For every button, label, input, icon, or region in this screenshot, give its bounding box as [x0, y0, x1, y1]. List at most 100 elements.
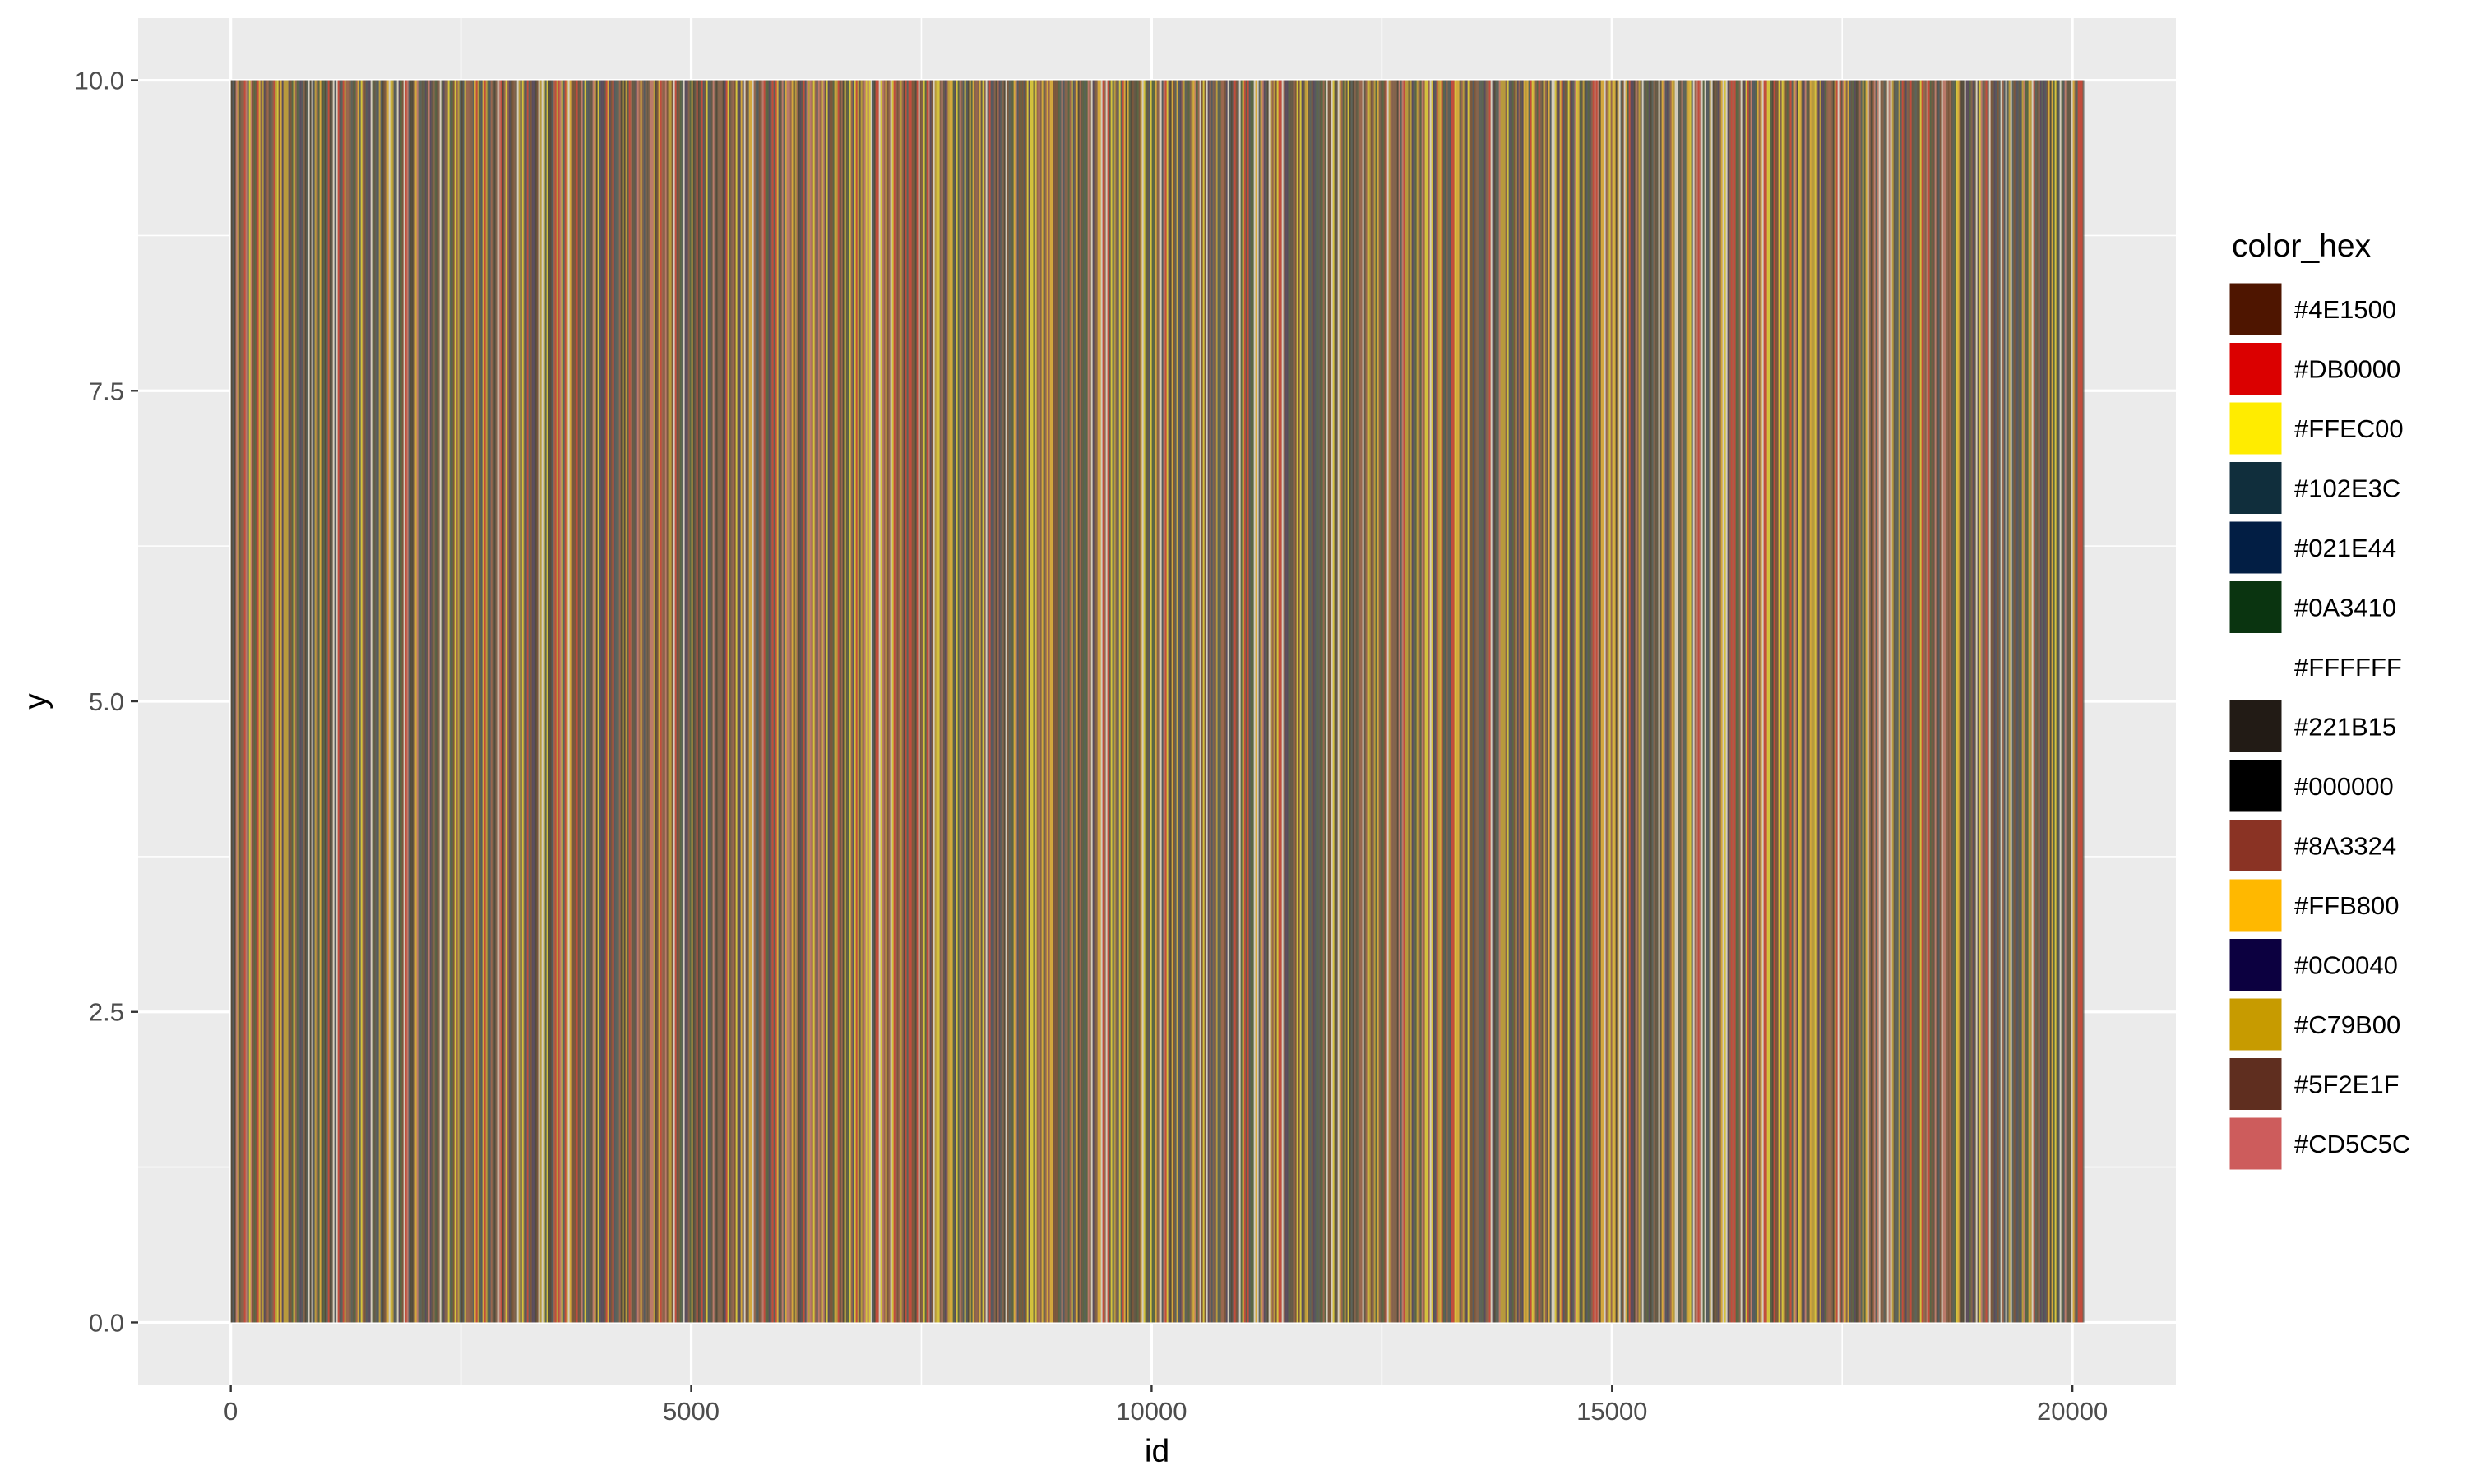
- bar: [1982, 80, 1984, 1323]
- bar: [882, 80, 884, 1323]
- bar: [1781, 80, 1784, 1323]
- bar: [1367, 80, 1369, 1323]
- bar: [1036, 80, 1039, 1323]
- bar: [1442, 80, 1445, 1323]
- bar: [910, 80, 912, 1323]
- bar: [2036, 80, 2039, 1323]
- bar: [2011, 80, 2014, 1323]
- bar: [1748, 80, 1751, 1323]
- bar: [1071, 80, 1073, 1323]
- bar: [1283, 80, 1285, 1323]
- bar: [936, 80, 938, 1323]
- bar: [712, 80, 715, 1323]
- bar: [673, 80, 675, 1323]
- bar: [579, 80, 581, 1323]
- bar: [1612, 80, 1614, 1323]
- bar: [1082, 80, 1085, 1323]
- bar: [1268, 80, 1271, 1323]
- bar: [977, 80, 979, 1323]
- bar: [768, 80, 771, 1323]
- bar: [724, 80, 726, 1323]
- bar: [262, 80, 264, 1323]
- bar: [1641, 80, 1644, 1323]
- bar: [1835, 80, 1838, 1323]
- bar: [1707, 80, 1710, 1323]
- bar: [1482, 80, 1484, 1323]
- bar: [312, 80, 315, 1323]
- bar: [1761, 80, 1764, 1323]
- bar: [1016, 80, 1019, 1323]
- bar: [2025, 80, 2027, 1323]
- bar: [1891, 80, 1894, 1323]
- bar: [998, 80, 1001, 1323]
- bar: [268, 80, 271, 1323]
- bar: [1161, 80, 1164, 1323]
- bar: [801, 80, 803, 1323]
- bar: [444, 80, 447, 1323]
- bar: [839, 80, 841, 1323]
- bar: [544, 80, 547, 1323]
- bar: [633, 80, 636, 1323]
- bar: [1436, 80, 1438, 1323]
- bar: [980, 80, 983, 1323]
- bar: [1041, 80, 1044, 1323]
- bar: [1771, 80, 1774, 1323]
- bar: [377, 80, 379, 1323]
- bar: [1015, 80, 1017, 1323]
- bar: [1201, 80, 1203, 1323]
- bar: [429, 80, 432, 1323]
- bar: [791, 80, 794, 1323]
- bar: [959, 80, 961, 1323]
- bar: [423, 80, 425, 1323]
- bar: [280, 80, 282, 1323]
- bar: [1332, 80, 1335, 1323]
- bar: [1219, 80, 1221, 1323]
- bar: [931, 80, 933, 1323]
- bar: [1757, 80, 1759, 1323]
- bar: [1284, 80, 1287, 1323]
- bar: [322, 80, 325, 1323]
- bar: [314, 80, 317, 1323]
- bar: [1702, 80, 1705, 1323]
- bar: [817, 80, 820, 1323]
- bar: [773, 80, 775, 1323]
- bar: [1632, 80, 1634, 1323]
- legend-items: #4E1500 #DB0000 #FFEC00 #102E3C #021E44 #0A34…: [2227, 280, 2410, 1172]
- bar: [1038, 80, 1040, 1323]
- bar: [1306, 80, 1308, 1323]
- bar: [1549, 80, 1552, 1323]
- bar: [778, 80, 780, 1323]
- bar: [766, 80, 769, 1323]
- bar: [232, 80, 234, 1323]
- bar: [1465, 80, 1468, 1323]
- bar: [235, 80, 238, 1323]
- bar: [1419, 80, 1422, 1323]
- bar: [436, 80, 438, 1323]
- legend-label: #000000: [2294, 772, 2394, 801]
- bar: [1260, 80, 1262, 1323]
- bar: [253, 80, 256, 1323]
- bar: [780, 80, 782, 1323]
- bar: [1867, 80, 1869, 1323]
- bar: [1648, 80, 1650, 1323]
- bar: [1638, 80, 1641, 1323]
- bar: [1623, 80, 1626, 1323]
- bar: [1317, 80, 1320, 1323]
- bar: [309, 80, 312, 1323]
- bar: [462, 80, 465, 1323]
- bar: [1383, 80, 1386, 1323]
- bars: [230, 80, 2085, 1323]
- bar: [1010, 80, 1012, 1323]
- bar: [516, 80, 519, 1323]
- bar: [618, 80, 621, 1323]
- legend-label: #4E1500: [2294, 295, 2396, 324]
- bar: [1502, 80, 1504, 1323]
- bar: [1122, 80, 1124, 1323]
- bar: [859, 80, 861, 1323]
- bar: [979, 80, 981, 1323]
- legend-key: [2227, 936, 2284, 993]
- legend-key: [2227, 817, 2284, 874]
- bar: [1421, 80, 1423, 1323]
- x-tick-label: 15000: [1576, 1397, 1647, 1426]
- bar: [1518, 80, 1520, 1323]
